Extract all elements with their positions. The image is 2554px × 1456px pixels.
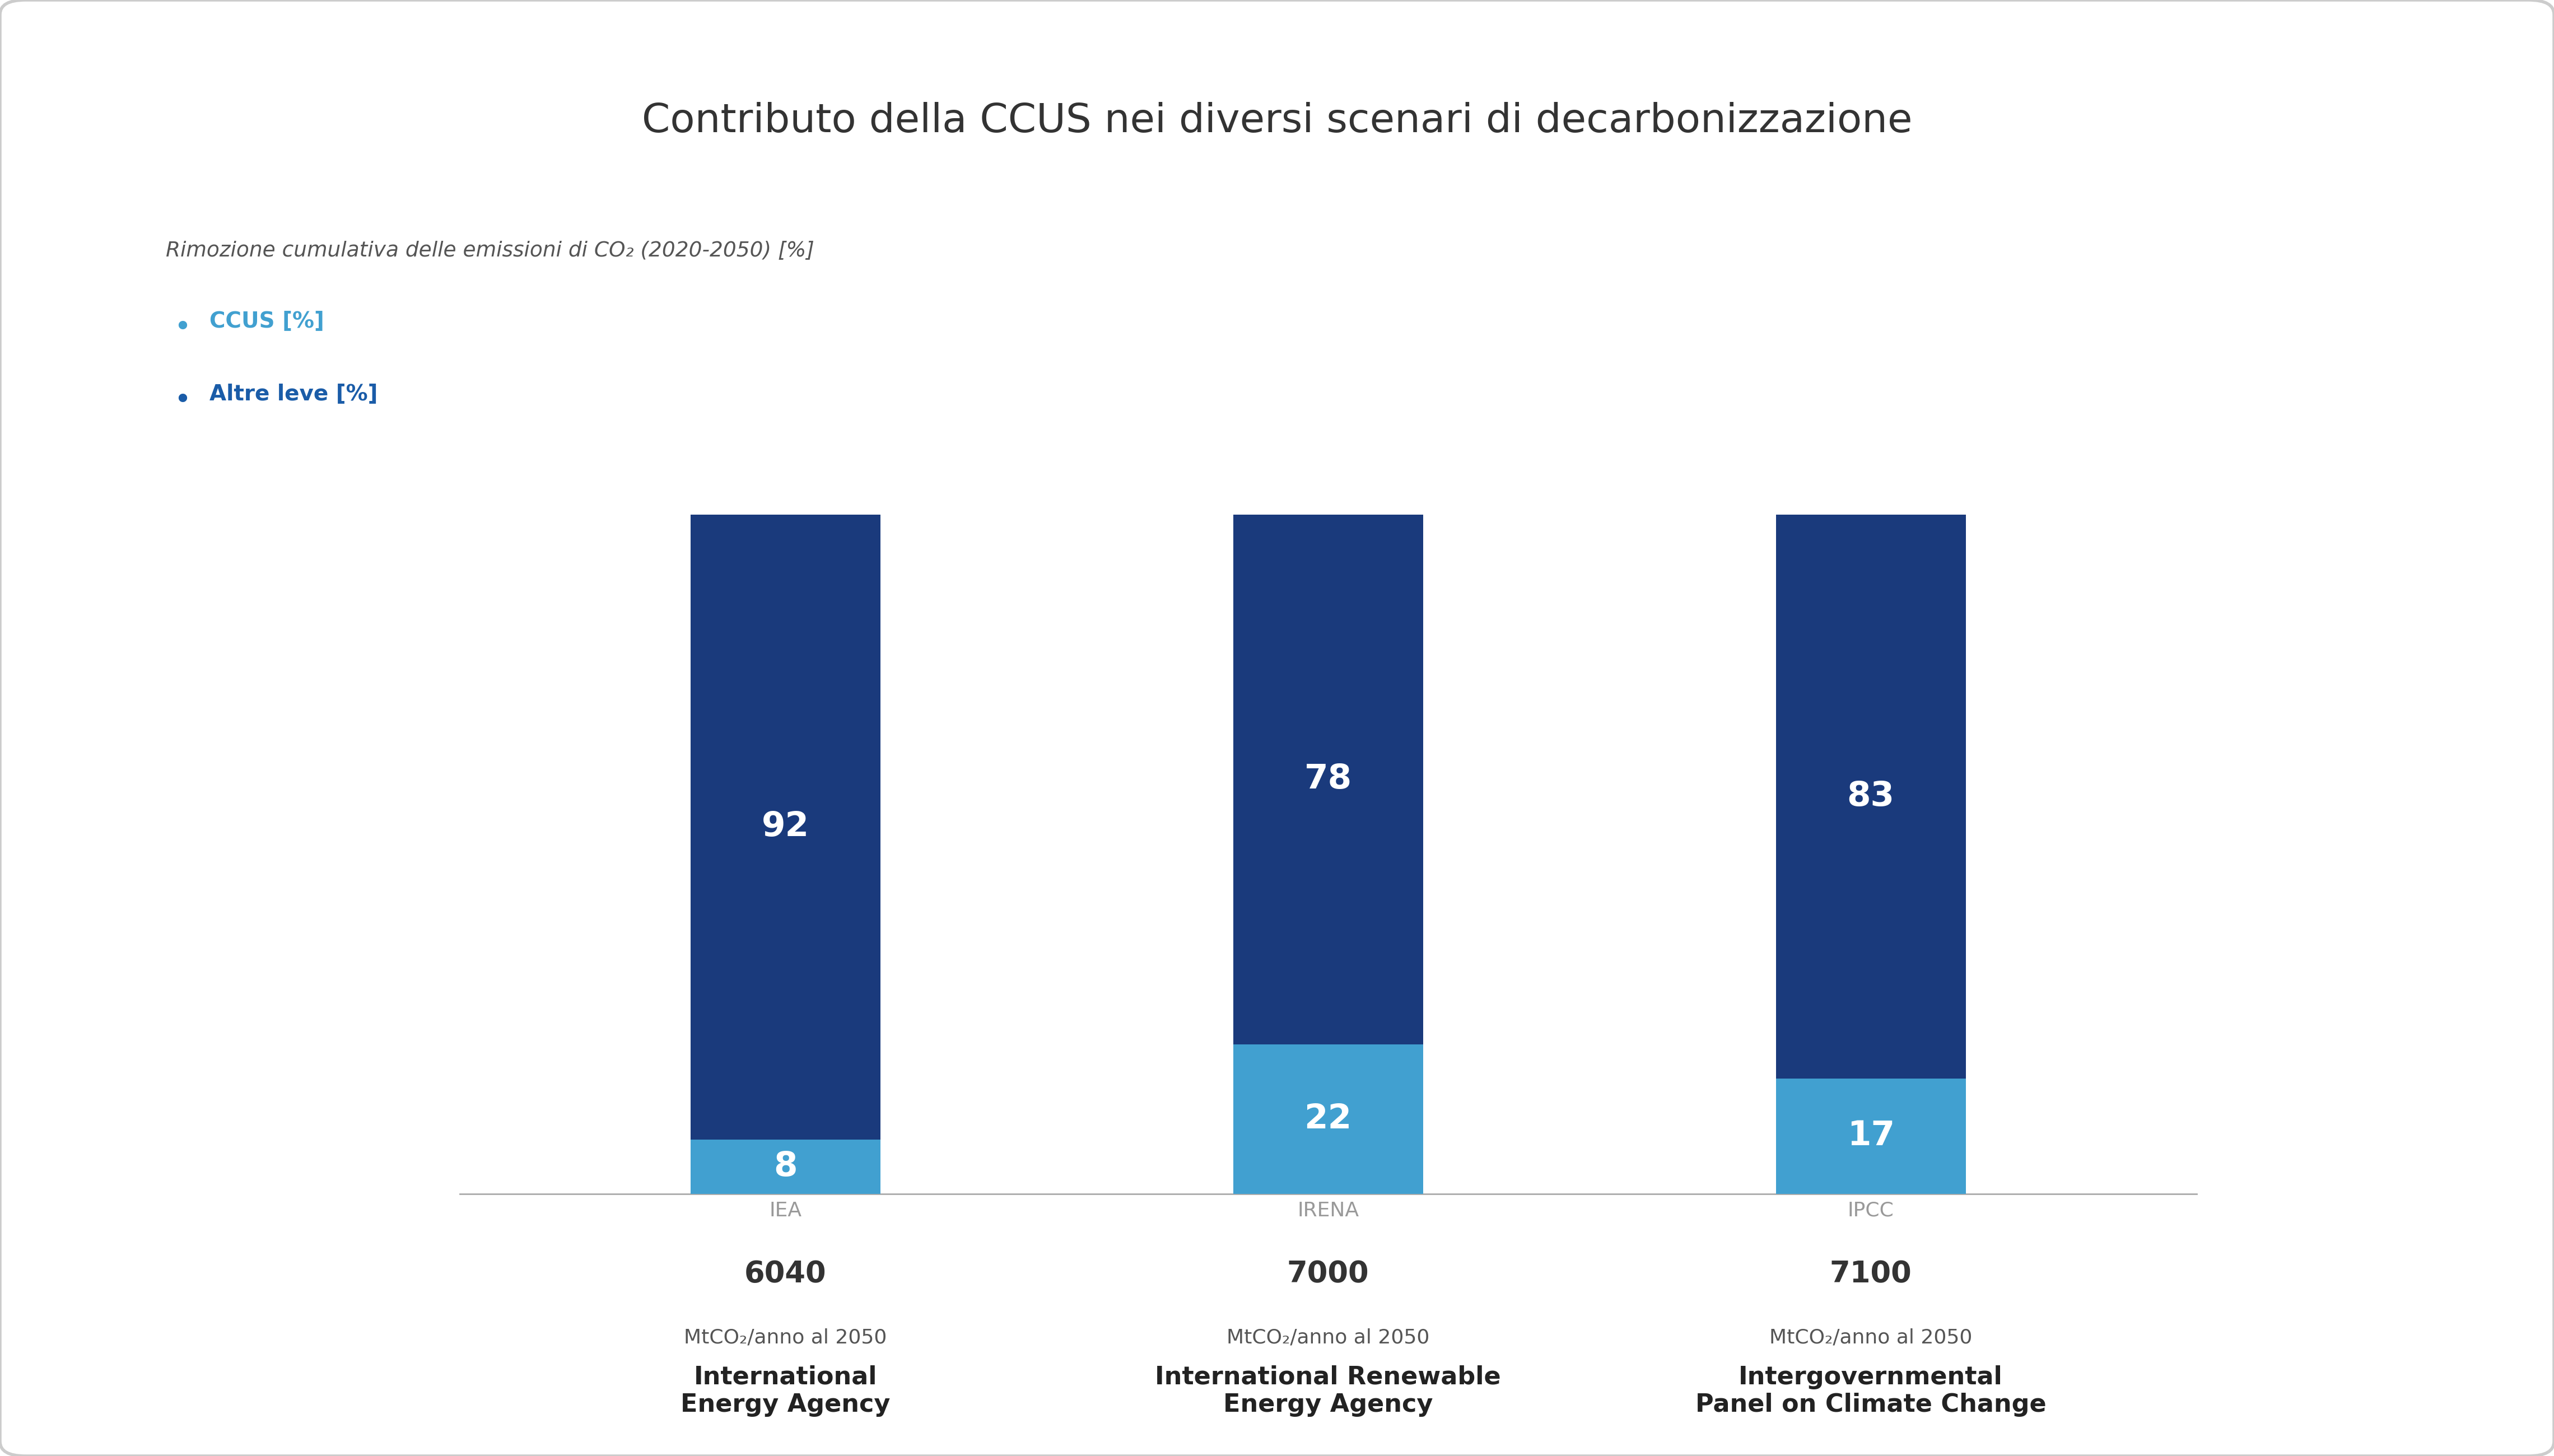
Text: MtCO₂/anno al 2050: MtCO₂/anno al 2050 — [1226, 1328, 1430, 1347]
Text: 7100: 7100 — [1829, 1259, 1913, 1289]
Bar — [1234, 514, 1423, 1044]
Text: IPCC: IPCC — [1847, 1201, 1895, 1220]
Text: CCUS [%]: CCUS [%] — [209, 310, 324, 332]
Text: 78: 78 — [1305, 763, 1351, 796]
Text: 6040: 6040 — [743, 1259, 827, 1289]
Text: 8: 8 — [774, 1150, 797, 1184]
Text: MtCO₂/anno al 2050: MtCO₂/anno al 2050 — [1770, 1328, 1972, 1347]
Bar — [690, 514, 881, 1140]
Text: MtCO₂/anno al 2050: MtCO₂/anno al 2050 — [684, 1328, 886, 1347]
Text: Rimozione cumulativa delle emissioni di CO₂ (2020-2050) [%]: Rimozione cumulativa delle emissioni di … — [166, 240, 815, 261]
Text: 92: 92 — [761, 811, 810, 843]
Text: 83: 83 — [1847, 780, 1895, 812]
Text: IEA: IEA — [769, 1201, 802, 1220]
Text: •: • — [174, 386, 192, 415]
Text: 22: 22 — [1305, 1102, 1351, 1136]
Text: •: • — [174, 313, 192, 342]
Text: IRENA: IRENA — [1297, 1201, 1359, 1220]
Bar — [1775, 514, 1967, 1079]
Text: Contributo della CCUS nei diversi scenari di decarbonizzazione: Contributo della CCUS nei diversi scenar… — [641, 102, 1913, 141]
Bar — [1775, 1079, 1967, 1194]
Text: 17: 17 — [1847, 1120, 1895, 1153]
Text: 7000: 7000 — [1287, 1259, 1369, 1289]
Text: Altre leve [%]: Altre leve [%] — [209, 383, 378, 405]
Bar — [1234, 1044, 1423, 1194]
Bar — [690, 1140, 881, 1194]
